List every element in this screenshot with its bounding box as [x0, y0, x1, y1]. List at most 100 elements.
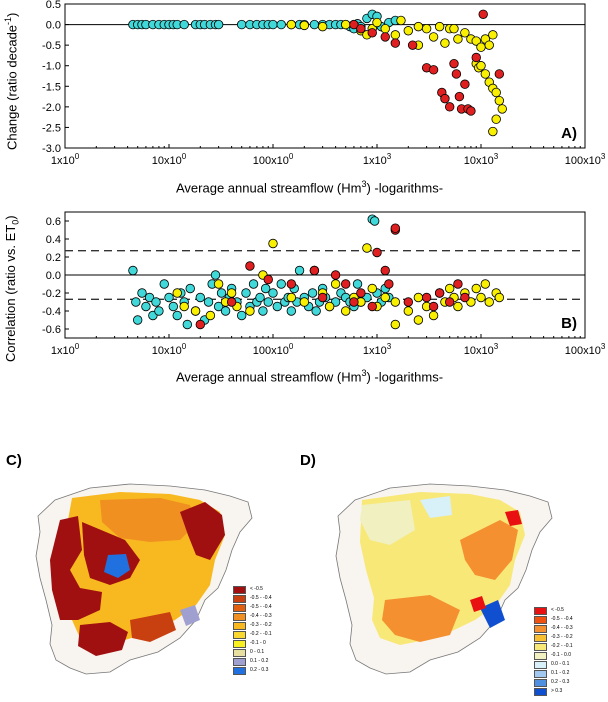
- data-point: [488, 126, 498, 137]
- data-point: [480, 279, 491, 289]
- data-point: [454, 91, 465, 102]
- map-d-region-orange-east: [460, 520, 518, 580]
- legend-swatch: [534, 678, 547, 687]
- y-tick-label: -0.6: [42, 324, 61, 336]
- data-point: [263, 297, 273, 307]
- legend-label: < -0.5: [250, 586, 263, 592]
- x-tick-label: 1x100: [51, 342, 80, 357]
- data-point: [428, 32, 439, 42]
- y-tick-label: -0.5: [42, 40, 61, 52]
- y-tick-label: 0.2: [46, 252, 61, 264]
- data-point: [390, 38, 401, 48]
- data-point: [476, 61, 486, 71]
- map-d-region-red: [505, 510, 522, 526]
- legend-entry: -0.1 - 0.0: [534, 651, 573, 660]
- map-c-region-blue: [104, 554, 130, 578]
- map-d-region-orange: [382, 595, 460, 642]
- y-tick-label: -0.2: [42, 288, 61, 300]
- data-point: [384, 279, 394, 289]
- data-point: [403, 26, 414, 36]
- data-point: [390, 297, 401, 307]
- x-tick-label: 100x100: [253, 342, 294, 357]
- data-point: [317, 292, 328, 303]
- data-point: [434, 288, 445, 298]
- data-point: [286, 292, 297, 303]
- data-point: [236, 310, 247, 321]
- data-point: [330, 279, 341, 289]
- data-point: [144, 292, 155, 303]
- data-point: [491, 87, 501, 98]
- x-tick-label: 10x100: [152, 152, 187, 167]
- data-point: [159, 279, 169, 289]
- legend-label: -0.5 - -0.4: [250, 595, 272, 601]
- data-point: [268, 19, 278, 30]
- data-point: [390, 319, 401, 330]
- data-point: [263, 274, 273, 285]
- data-point: [367, 283, 377, 294]
- data-point: [286, 279, 297, 289]
- legend-swatch: [233, 603, 246, 612]
- data-point: [421, 23, 432, 34]
- data-point: [390, 223, 401, 233]
- x-tick-label: 10x103: [464, 342, 499, 357]
- data-point: [453, 279, 463, 289]
- x-tick-label: 10x103: [464, 152, 499, 167]
- data-point: [451, 69, 462, 79]
- legend-entry: -0.3 - -0.2: [233, 621, 272, 630]
- legend-entry: -0.5 - -0.4: [233, 594, 272, 603]
- legend-label: -0.3 - -0.2: [551, 634, 573, 640]
- data-point: [276, 19, 286, 30]
- data-point: [213, 301, 224, 312]
- legend-swatch: [233, 585, 246, 594]
- legend-swatch: [534, 687, 547, 696]
- map-d-region-blue: [480, 600, 505, 628]
- data-point: [137, 288, 147, 298]
- data-point: [494, 292, 505, 303]
- legend-entry: < -0.5: [233, 585, 272, 594]
- data-point: [434, 21, 445, 32]
- data-point: [307, 288, 318, 298]
- map-d: [335, 483, 553, 675]
- legend-label: 0.1 - 0.2: [551, 670, 570, 676]
- map-d-region-red-se: [470, 596, 486, 612]
- y-tick-label: -0.4: [42, 306, 61, 318]
- legend-entry: 0.1 - 0.2: [233, 657, 272, 666]
- data-point: [216, 288, 227, 298]
- legend-swatch: [233, 621, 246, 630]
- data-point: [349, 297, 359, 307]
- legend-label: -0.1 - 0.0: [551, 652, 572, 658]
- x-tick-label: 100x103: [565, 152, 606, 167]
- map-d-region-pale: [360, 500, 415, 545]
- data-point: [255, 292, 265, 303]
- data-point: [494, 95, 505, 106]
- data-point: [168, 301, 179, 312]
- legend-entry: -0.4 - -0.3: [233, 612, 272, 621]
- map-d-legend: < -0.5 -0.5 - -0.4 -0.4 - -0.3 -0.3 - -0.2 -…: [534, 606, 573, 696]
- panel-a-xlabel: Average annual streamflow (Hm3) -logarit…: [176, 179, 444, 196]
- data-point: [453, 34, 463, 44]
- data-point: [154, 306, 164, 316]
- legend-entry: 0 - 0.1: [233, 648, 272, 657]
- data-point: [428, 65, 439, 75]
- data-point: [476, 292, 486, 303]
- data-point: [478, 9, 488, 19]
- data-point: [407, 40, 418, 50]
- legend-label: -0.1 - 0: [250, 640, 266, 646]
- data-point: [440, 93, 450, 104]
- data-point: [471, 52, 481, 63]
- data-point: [172, 288, 182, 298]
- data-point: [195, 319, 206, 330]
- legend-entry: -0.3 - -0.2: [534, 633, 573, 642]
- data-point: [449, 23, 459, 34]
- data-point: [286, 19, 297, 30]
- data-point: [403, 297, 414, 307]
- data-point: [413, 292, 424, 303]
- data-point: [213, 19, 224, 30]
- map-c-letter: C): [6, 452, 22, 469]
- legend-entry: -0.2 - -0.1: [534, 642, 573, 651]
- data-point: [466, 106, 476, 116]
- map-c-region-lilac: [180, 605, 200, 626]
- data-point: [317, 21, 328, 32]
- data-point: [460, 28, 470, 38]
- panel-a: Change (ratio decade-1) 0.5 0.0 -0.5 -1.0 -1…: [0, 0, 608, 200]
